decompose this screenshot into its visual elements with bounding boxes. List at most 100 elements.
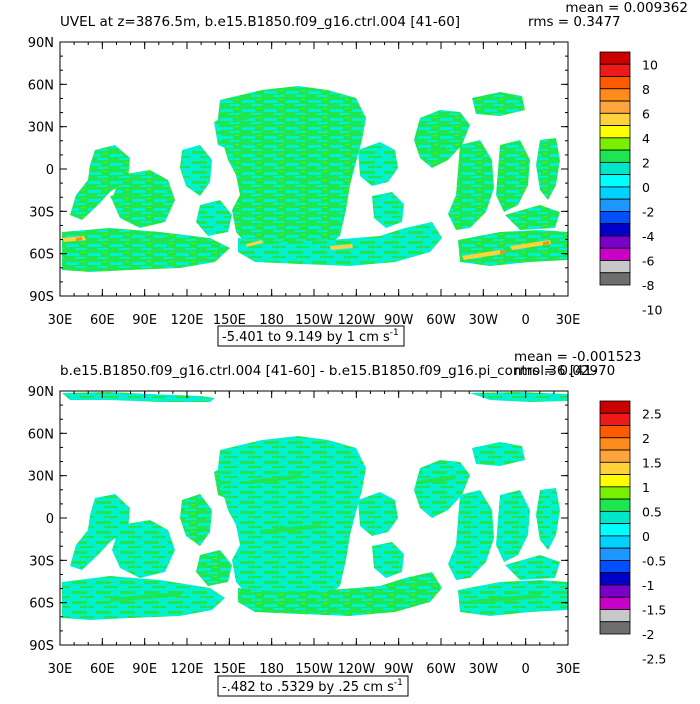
y-tick-label: 60S xyxy=(29,597,54,612)
rms-label: rms = 0.02970 xyxy=(514,363,615,379)
svg-text:-5.401 to 9.149 by 1 cm s-1: -5.401 to 9.149 by 1 cm s-1 xyxy=(222,328,399,345)
colorbar-swatch xyxy=(599,572,631,586)
colorbar-label: 2.5 xyxy=(642,406,662,421)
y-tick-label: 30S xyxy=(29,205,54,220)
colorbar-label: -0.5 xyxy=(642,553,666,568)
ocean-region-atlantic xyxy=(414,442,568,616)
colorbar-swatch xyxy=(599,272,631,286)
range-box: -5.401 to 9.149 by 1 cm s-1 xyxy=(217,325,405,347)
x-tick-label: 30W xyxy=(469,662,499,677)
x-tick-label: 60W xyxy=(426,662,456,677)
colorbar-swatch xyxy=(599,474,631,488)
colorbar-label: -6 xyxy=(642,253,655,268)
colorbar-label: -10 xyxy=(642,303,662,318)
colorbar-swatch xyxy=(599,211,631,225)
colorbar-swatch xyxy=(599,437,631,451)
colorbar-swatch xyxy=(599,223,631,237)
colorbar-label: 6 xyxy=(642,106,650,121)
y-tick-label: 90S xyxy=(29,290,54,305)
colorbar-label: 2 xyxy=(642,155,650,170)
ocean-region-south-pacific xyxy=(238,222,442,266)
panel-bottom: b.e15.B1850.f09_g16.ctrl.004 [41-60] - b… xyxy=(28,349,666,697)
colorbar-swatch xyxy=(599,486,631,500)
colorbar-swatch xyxy=(599,100,631,114)
colorbar-swatch xyxy=(599,523,631,537)
x-tick-label: 150E xyxy=(213,662,246,677)
colorbar-swatch xyxy=(599,76,631,90)
y-tick-label: 90N xyxy=(28,385,54,400)
colorbar-swatch xyxy=(599,449,631,463)
y-axis: 90N 60N 30N 0 30S 60S 90S xyxy=(28,385,568,654)
colorbar-label: 10 xyxy=(642,57,658,72)
svg-text:-.482 to .5329 by .25 cm s-1: -.482 to .5329 by .25 cm s-1 xyxy=(222,678,403,695)
panel-title: UVEL at z=3876.5m, b.e15.B1850.f09_g16.c… xyxy=(60,14,460,30)
range-label: -.482 to .5329 by .25 cm s xyxy=(222,680,394,695)
colorbar-label: -8 xyxy=(642,278,655,293)
x-tick-label: 120E xyxy=(170,313,203,328)
panel-title: b.e15.B1850.f09_g16.ctrl.004 [41-60] - b… xyxy=(60,363,597,379)
y-tick-label: 30S xyxy=(29,554,54,569)
colorbar-label: -1.5 xyxy=(642,602,666,617)
colorbar-swatch xyxy=(599,535,631,549)
colorbar-swatch xyxy=(599,63,631,77)
map-field xyxy=(62,392,568,620)
y-tick-label: 0 xyxy=(46,163,54,178)
ocean-region-south-pacific xyxy=(238,572,442,616)
colorbar-swatch xyxy=(599,498,631,512)
colorbar-swatch xyxy=(599,88,631,102)
colorbar-swatch xyxy=(599,112,631,126)
x-tick-label: 120W xyxy=(337,662,375,677)
colorbar-label: 2 xyxy=(642,431,650,446)
range-exponent: -1 xyxy=(390,328,399,338)
colorbar-swatch xyxy=(599,560,631,574)
colorbar-swatch xyxy=(599,621,631,635)
colorbar-label: 1 xyxy=(642,480,650,495)
x-tick-label: 30E xyxy=(48,662,73,677)
ocean-region-central-pacific xyxy=(218,436,366,602)
x-tick-label: 180 xyxy=(259,313,284,328)
x-tick-label: 150W xyxy=(295,313,333,328)
y-tick-label: 30N xyxy=(28,121,54,136)
colorbar-swatch xyxy=(599,247,631,261)
y-tick-label: 60N xyxy=(28,78,54,93)
x-tick-label: 60W xyxy=(426,313,456,328)
x-tick-label: 120W xyxy=(337,313,375,328)
mean-label: mean = 0.009362 xyxy=(565,0,688,16)
colorbar-swatch xyxy=(599,198,631,212)
ocean-region-atlantic xyxy=(414,92,568,266)
y-tick-label: 30N xyxy=(28,470,54,485)
colorbar-label: -2.5 xyxy=(642,652,666,667)
colorbar: 10 8 6 4 2 0 -2 -4 -6 -8 -10 xyxy=(599,51,662,318)
range-label: -5.401 to 9.149 by 1 cm s xyxy=(222,330,390,345)
colorbar-swatch xyxy=(599,596,631,610)
colorbar-swatch xyxy=(599,412,631,426)
colorbar-swatch xyxy=(599,260,631,274)
x-tick-label: 120E xyxy=(170,662,203,677)
x-tick-label: 30E xyxy=(556,313,581,328)
x-tick-label: 60E xyxy=(90,662,115,677)
colorbar-label: -4 xyxy=(642,229,655,244)
x-tick-label: 90E xyxy=(132,313,157,328)
colorbar-label: 8 xyxy=(642,82,650,97)
colorbar-swatch xyxy=(599,400,631,414)
map-field xyxy=(62,86,568,272)
colorbar-label: -1 xyxy=(642,578,654,593)
colorbar-label: 0 xyxy=(642,180,650,195)
colorbar-label: 0.5 xyxy=(642,504,662,519)
colorbar-swatch xyxy=(599,609,631,623)
x-axis: 30E 60E 90E 120E 150E 180 150W 120W 90W 60W 30W 0 30… xyxy=(48,42,581,328)
colorbar-swatch xyxy=(599,186,631,200)
colorbar-label: 4 xyxy=(642,131,650,146)
colorbar-swatch xyxy=(599,51,631,65)
colorbar-swatch xyxy=(599,137,631,151)
y-tick-label: 90N xyxy=(28,36,54,51)
y-tick-label: 60N xyxy=(28,427,54,442)
x-tick-label: 150E xyxy=(213,313,246,328)
panel-top: UVEL at z=3876.5m, b.e15.B1850.f09_g16.c… xyxy=(28,0,688,347)
colorbar-label: -2 xyxy=(642,627,654,642)
x-tick-label: 30E xyxy=(48,313,73,328)
ocean-region-central-pacific xyxy=(218,86,366,252)
colorbar-swatch xyxy=(599,161,631,176)
range-box: -.482 to .5329 by .25 cm s-1 xyxy=(217,675,409,697)
